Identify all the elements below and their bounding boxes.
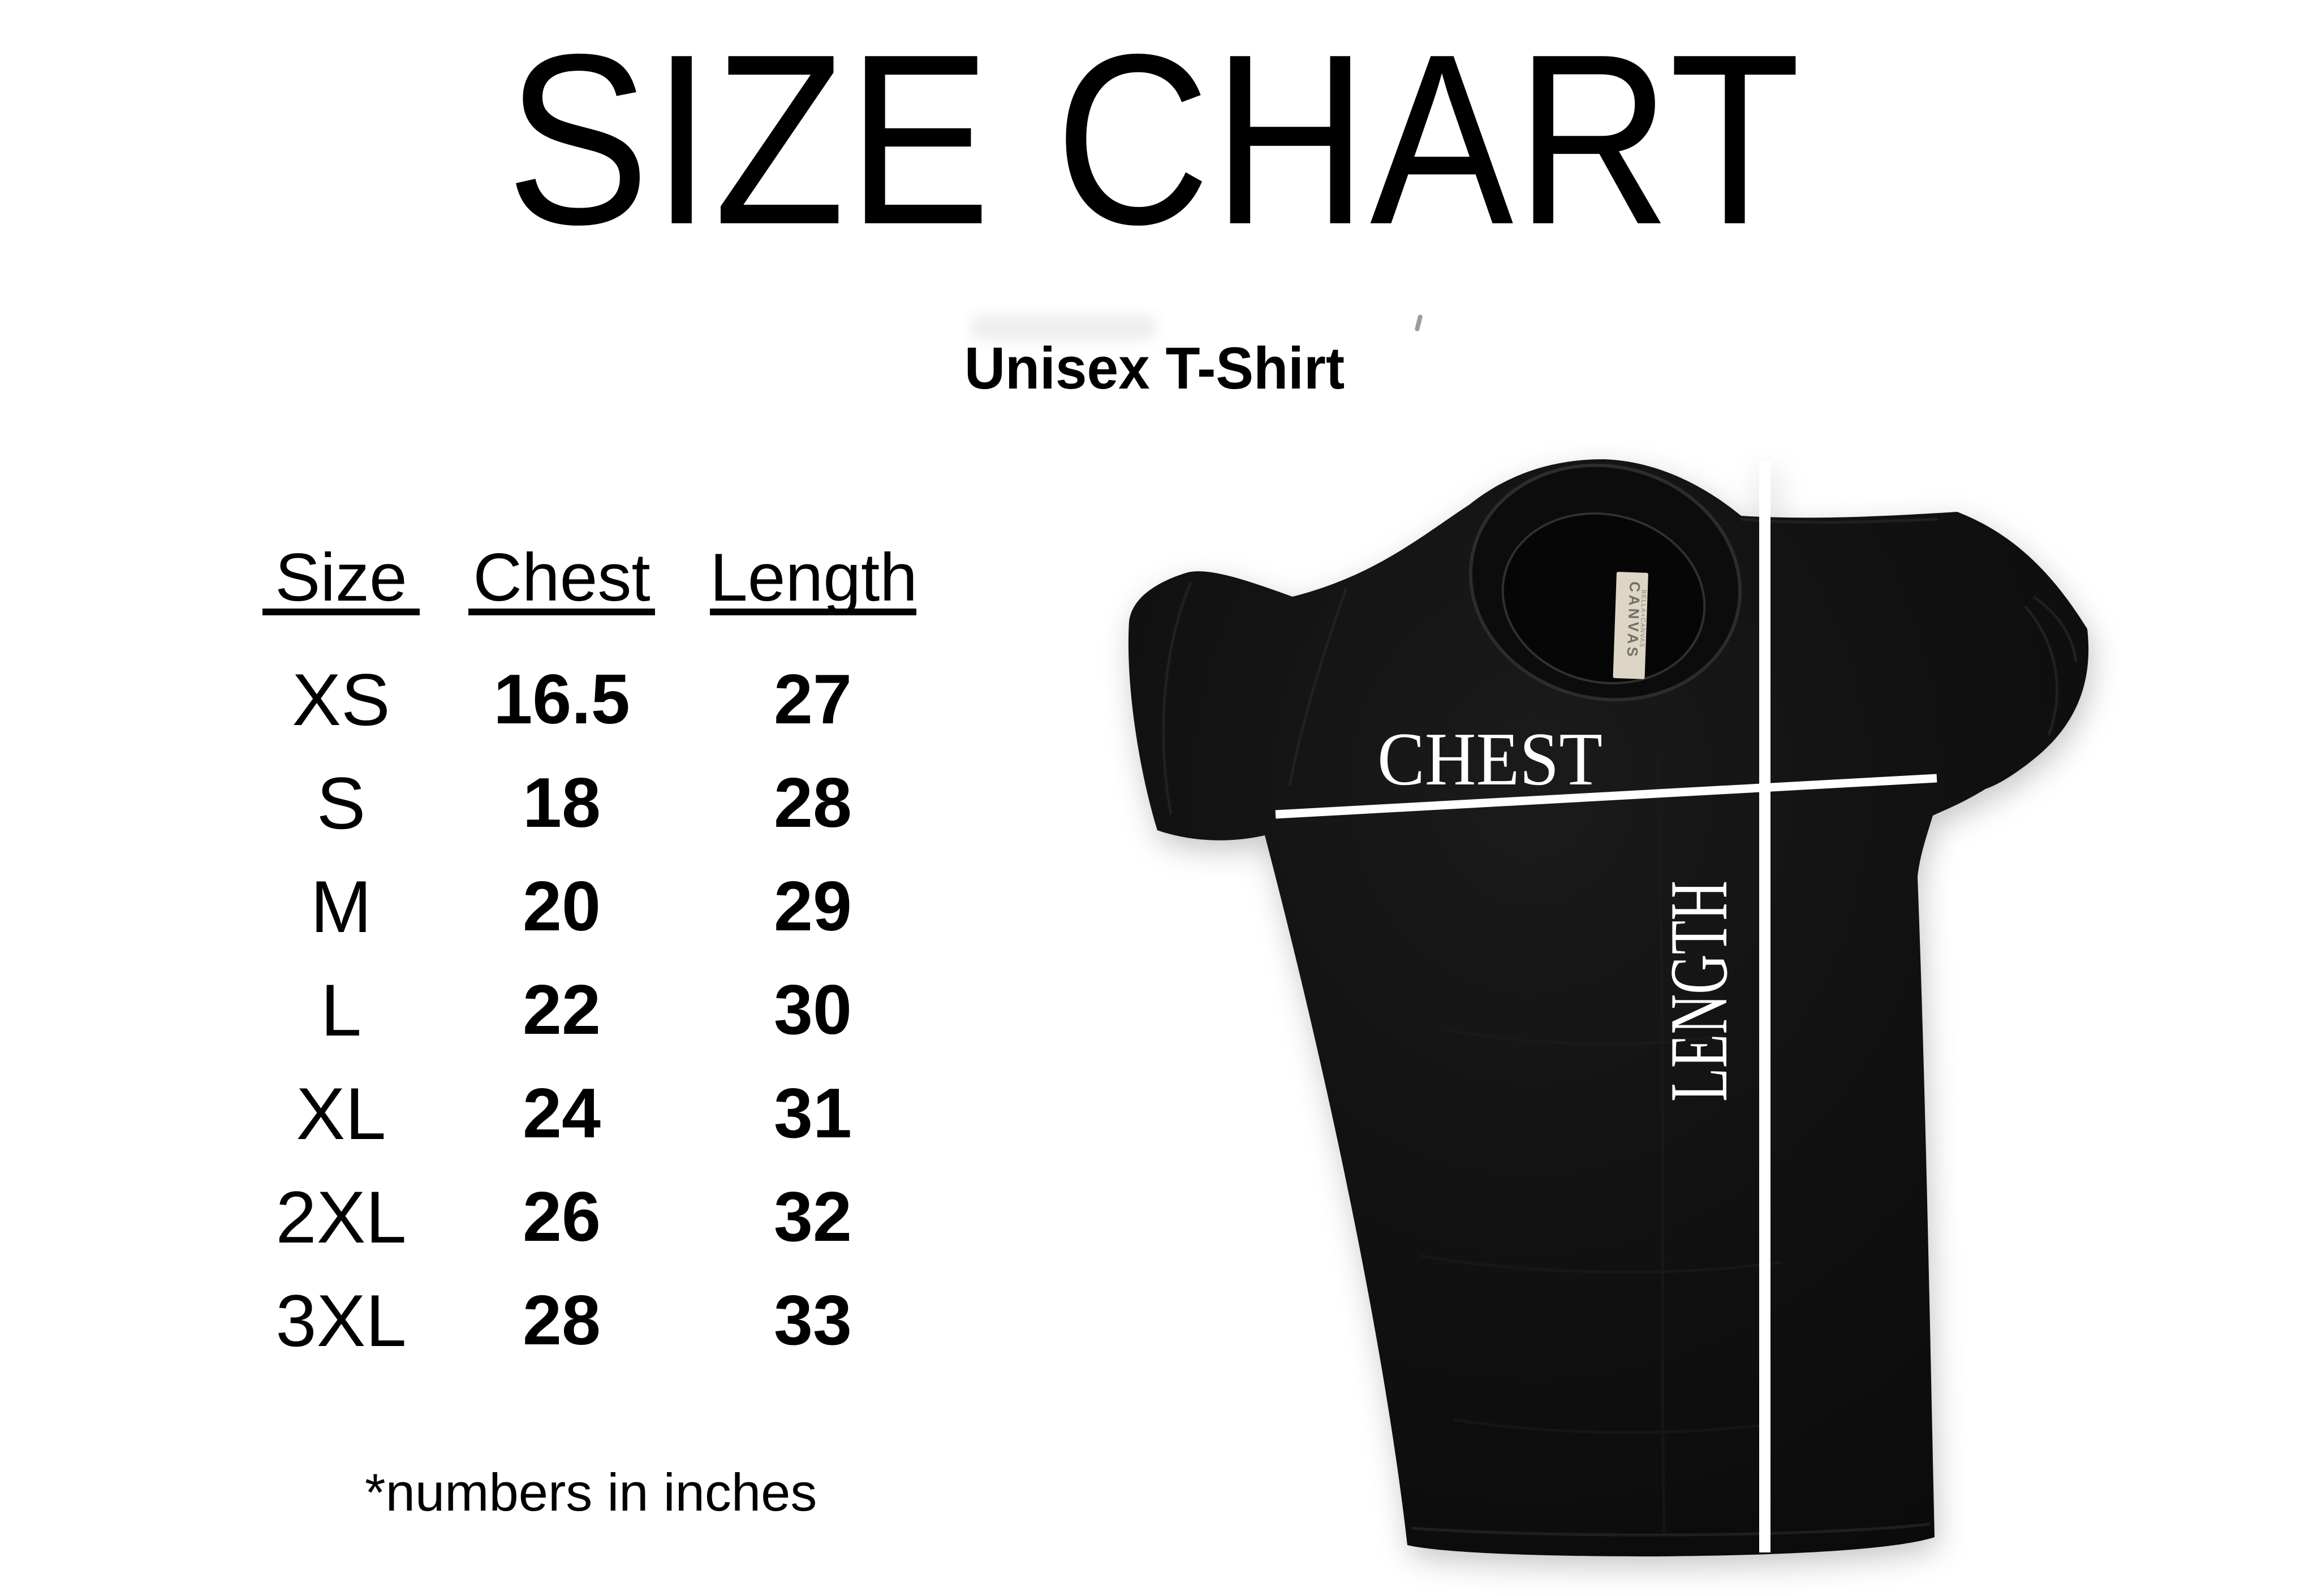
table-row-xs-length: 27 xyxy=(774,661,852,739)
brand-tag-text: CANVAS xyxy=(1624,581,1644,660)
table-row-2xl-chest: 26 xyxy=(523,1178,601,1256)
table-row-3xl-size: 3XL xyxy=(275,1279,407,1362)
table-row-l-length: 30 xyxy=(774,971,852,1049)
chest-measure-line xyxy=(1275,774,1937,819)
units-note: *numbers in inches xyxy=(365,1463,817,1522)
column-header-size: Size xyxy=(262,543,420,615)
table-row-3xl-length: 33 xyxy=(774,1282,852,1360)
table-row-l-size: L xyxy=(320,969,362,1051)
page-title: SIZE CHART xyxy=(506,3,1803,275)
tshirt-collar xyxy=(1468,463,1742,702)
length-label: LENGTH xyxy=(1653,881,1744,1102)
table-row-xs-chest: 16.5 xyxy=(493,661,630,739)
brand-tag: CANVAS BELLA+CANVAS xyxy=(1613,572,1648,679)
tshirt-photo: CANVAS BELLA+CANVAS CHEST LENGTH xyxy=(1103,396,2308,1596)
table-row-s-size: S xyxy=(316,762,366,844)
table-row-3xl-chest: 28 xyxy=(523,1282,601,1360)
chest-label: CHEST xyxy=(1377,717,1602,801)
table-row-2xl-length: 32 xyxy=(774,1178,852,1256)
table-row-s-length: 28 xyxy=(774,764,852,842)
table-row-m-chest: 20 xyxy=(523,868,601,946)
table-row-m-size: M xyxy=(310,865,372,948)
table-row-xl-chest: 24 xyxy=(523,1075,601,1153)
length-measure-line xyxy=(1759,461,1770,1552)
table-row-l-chest: 22 xyxy=(523,971,601,1049)
fabric-wrinkles xyxy=(1419,757,1782,1533)
table-row-xl-size: XL xyxy=(296,1072,386,1155)
column-header-chest: Chest xyxy=(468,543,655,615)
table-row-xs-size: XS xyxy=(292,658,390,741)
tshirt-body xyxy=(1128,459,2089,1556)
table-row-xl-length: 31 xyxy=(774,1075,852,1153)
table-row-2xl-size: 2XL xyxy=(275,1176,407,1258)
table-row-m-length: 29 xyxy=(774,868,852,946)
table-row-s-chest: 18 xyxy=(523,764,601,842)
column-header-length: Length xyxy=(710,540,918,615)
product-subtitle: Unisex T-Shirt xyxy=(964,335,1345,402)
stray-mark xyxy=(1414,314,1423,332)
print-smudge xyxy=(970,314,1157,340)
brand-tag-subtext: BELLA+CANVAS xyxy=(1638,590,1647,648)
